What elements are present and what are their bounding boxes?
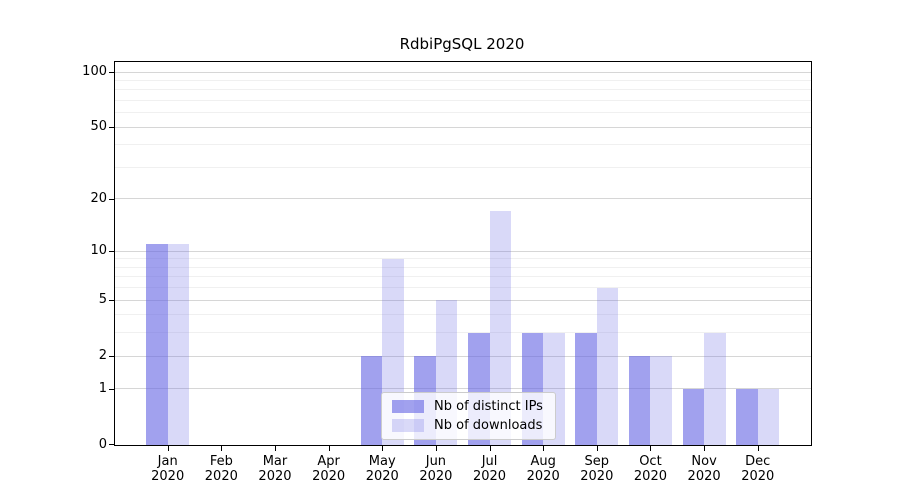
x-tick-mark xyxy=(328,445,330,451)
y-tick-mark xyxy=(109,388,115,390)
x-tick-mark xyxy=(274,445,276,451)
minor-gridline xyxy=(115,89,811,90)
major-gridline xyxy=(115,127,811,128)
bar-downloads xyxy=(167,244,190,445)
x-tick-label: Sep 2020 xyxy=(580,454,614,484)
minor-gridline xyxy=(115,112,811,113)
major-gridline xyxy=(115,72,811,73)
minor-gridline xyxy=(115,100,811,101)
y-tick-label: 50 xyxy=(90,119,107,135)
minor-gridline xyxy=(115,258,811,259)
y-tick-mark xyxy=(109,356,115,358)
x-tick-label: Jul 2020 xyxy=(472,454,507,484)
x-tick-mark xyxy=(704,445,706,451)
x-tick-mark xyxy=(757,445,759,451)
x-tick-mark xyxy=(221,445,223,451)
x-tick-label: May 2020 xyxy=(365,454,399,484)
minor-gridline xyxy=(115,167,811,168)
major-gridline xyxy=(115,251,811,252)
y-tick-mark xyxy=(109,444,115,445)
x-tick-label: Mar 2020 xyxy=(258,454,292,484)
x-tick-label: Jun 2020 xyxy=(419,454,453,484)
x-tick-label: Oct 2020 xyxy=(633,454,667,484)
x-tick-mark xyxy=(596,445,598,451)
legend-swatch-ips xyxy=(392,400,424,413)
major-gridline xyxy=(115,300,811,301)
minor-gridline xyxy=(115,314,811,315)
minor-gridline xyxy=(115,287,811,288)
x-tick-label: Feb 2020 xyxy=(204,454,238,484)
x-tick-mark xyxy=(650,445,652,451)
chart-title: RdbiPgSQL 2020 xyxy=(399,35,525,53)
legend-swatch-downloads xyxy=(392,419,424,432)
x-tick-label: Dec 2020 xyxy=(741,454,775,484)
bar-downloads xyxy=(650,356,672,445)
major-gridline xyxy=(115,198,811,199)
bar-downloads xyxy=(704,332,726,445)
legend-entry-distinct-ips: Nb of distinct IPs xyxy=(392,399,543,414)
x-tick-label: Jan 2020 xyxy=(151,454,185,484)
x-tick-label: Aug 2020 xyxy=(526,454,560,484)
y-tick-label: 20 xyxy=(90,190,107,206)
x-tick-mark xyxy=(382,445,384,451)
bar-downloads xyxy=(757,388,780,445)
bar-downloads xyxy=(489,211,512,445)
x-tick-mark xyxy=(489,445,491,451)
minor-gridline xyxy=(115,267,811,268)
bar-distinct-ips xyxy=(682,388,705,445)
legend-label-ips: Nb of distinct IPs xyxy=(434,399,543,414)
bar-downloads xyxy=(596,287,619,445)
major-gridline xyxy=(115,356,811,357)
y-tick-label: 1 xyxy=(98,380,107,396)
y-tick-label: 0 xyxy=(98,437,107,452)
x-tick-mark xyxy=(543,445,545,451)
legend-entry-downloads: Nb of downloads xyxy=(392,418,543,433)
y-tick-label: 10 xyxy=(90,243,107,259)
y-tick-label: 2 xyxy=(98,348,107,364)
legend: Nb of distinct IPs Nb of downloads xyxy=(381,392,556,440)
x-tick-label: Apr 2020 xyxy=(312,454,346,484)
y-tick-mark xyxy=(109,198,115,200)
bar-distinct-ips xyxy=(575,332,597,445)
y-tick-mark xyxy=(109,72,115,73)
minor-gridline xyxy=(115,144,811,145)
y-tick-mark xyxy=(109,251,115,253)
bar-distinct-ips xyxy=(146,244,168,445)
y-tick-label: 5 xyxy=(98,292,107,308)
legend-label-downloads: Nb of downloads xyxy=(434,418,543,433)
y-tick-label: 100 xyxy=(82,64,107,79)
minor-gridline xyxy=(115,332,811,333)
minor-gridline xyxy=(115,276,811,277)
plot-area: 0 1 2 5 10 20 50 100 Jan 2020 Feb 2020 Mar 2020 Apr… xyxy=(82,61,812,484)
minor-gridline xyxy=(115,80,811,81)
bar-distinct-ips xyxy=(360,356,383,445)
major-gridline xyxy=(115,388,811,389)
x-tick-label: Nov 2020 xyxy=(687,454,721,484)
x-tick-mark xyxy=(435,445,437,451)
bar-distinct-ips xyxy=(736,388,758,445)
bar-distinct-ips xyxy=(628,356,651,445)
y-tick-mark xyxy=(109,127,115,129)
y-tick-mark xyxy=(109,300,115,302)
x-tick-mark xyxy=(167,445,169,451)
